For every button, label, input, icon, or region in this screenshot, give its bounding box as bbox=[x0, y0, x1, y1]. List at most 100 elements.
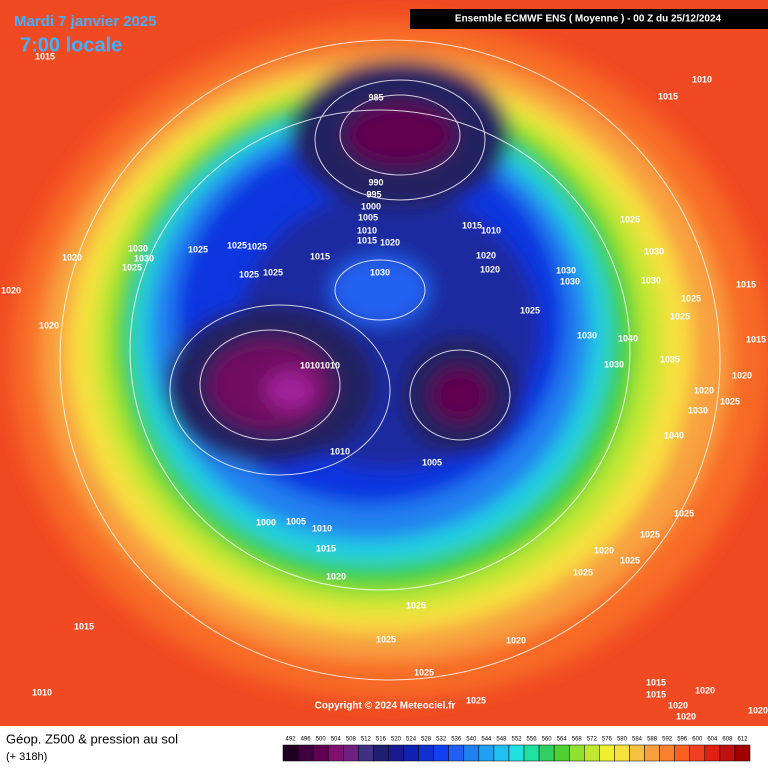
isobar-label: 1020 bbox=[506, 635, 526, 645]
isobar-label: 1020 bbox=[380, 237, 400, 247]
isobar-label: 1020 bbox=[594, 545, 614, 555]
footer-lead: (+ 318h) bbox=[6, 751, 47, 763]
colorbar-label: 528 bbox=[421, 737, 432, 743]
isobar-label: 1030 bbox=[577, 330, 597, 340]
colorbar-swatch bbox=[493, 744, 510, 762]
isobar-label: 1005 bbox=[422, 457, 442, 467]
colorbar-label: 568 bbox=[572, 737, 583, 743]
isobar-label: 1025 bbox=[376, 634, 396, 644]
isobar-label: 1025 bbox=[122, 262, 142, 272]
colorbar-swatch bbox=[373, 744, 389, 762]
isobar-label: 1025 bbox=[414, 667, 434, 677]
isobar-label: 1015 bbox=[357, 235, 377, 245]
isobar-label: 1015 bbox=[646, 677, 666, 687]
isobar-label: 1020 bbox=[62, 252, 82, 262]
colorbar-swatch bbox=[508, 744, 525, 762]
colorbar-label: 596 bbox=[677, 737, 688, 743]
isobar-label: 1010 bbox=[300, 360, 320, 370]
isobar-label: 1015 bbox=[462, 220, 482, 230]
isobar-label: 1010 bbox=[320, 360, 340, 370]
colorbar-swatch bbox=[704, 744, 721, 762]
colorbar-swatch bbox=[644, 744, 660, 762]
colorbar-swatch bbox=[689, 744, 706, 762]
isobar-label: 1020 bbox=[480, 264, 500, 274]
colorbar-label: 492 bbox=[286, 737, 297, 743]
colorbar-label: 576 bbox=[602, 737, 613, 743]
isobar-label: 1020 bbox=[694, 385, 714, 395]
colorbar-swatch bbox=[418, 744, 434, 762]
colorbar-swatch bbox=[433, 744, 449, 762]
colorbar-label: 584 bbox=[632, 737, 643, 743]
isobar-label: 1025 bbox=[188, 244, 208, 254]
isobar-label: 1025 bbox=[681, 293, 701, 303]
isobar-label: 1025 bbox=[520, 305, 540, 315]
isobar-label: 1015 bbox=[310, 251, 330, 261]
isobar-label: 1010 bbox=[481, 225, 501, 235]
colorbar-swatch bbox=[448, 744, 465, 762]
isobar-label: 1025 bbox=[466, 695, 486, 705]
isobar-label: 990 bbox=[368, 177, 383, 187]
colorbar-label: 496 bbox=[301, 737, 312, 743]
colorbar-label: 552 bbox=[511, 737, 522, 743]
isobar-label: 1025 bbox=[406, 600, 426, 610]
colorbar-label: 532 bbox=[436, 737, 447, 743]
isobar-label: 1005 bbox=[358, 212, 378, 222]
isobar-label: 1020 bbox=[326, 571, 346, 581]
colorbar-label: 600 bbox=[692, 737, 703, 743]
colorbar-swatch bbox=[599, 744, 615, 762]
colorbar-swatch bbox=[403, 744, 419, 762]
footer-title: Géop. Z500 & pression au sol bbox=[6, 731, 178, 746]
forecast-time: 7:00 locale bbox=[20, 34, 122, 56]
colorbar-swatch bbox=[553, 744, 570, 762]
isobar-label: 1035 bbox=[660, 354, 680, 364]
colorbar-label: 504 bbox=[331, 737, 342, 743]
isobar-label: 1025 bbox=[227, 240, 247, 250]
colorbar-label: 572 bbox=[587, 737, 598, 743]
colorbar-swatch bbox=[719, 744, 736, 762]
isobar-label: 1030 bbox=[641, 275, 661, 285]
colorbar-swatch bbox=[297, 744, 314, 762]
colorbar-swatch bbox=[358, 744, 374, 762]
isobar-label: 1030 bbox=[134, 253, 154, 263]
isobar-label: 1030 bbox=[688, 405, 708, 415]
colorbar-label: 612 bbox=[737, 737, 748, 743]
colorbar-swatch bbox=[584, 744, 600, 762]
isobar-label: 1010 bbox=[330, 446, 350, 456]
colorbar-label: 536 bbox=[451, 737, 462, 743]
colorbar-swatch bbox=[327, 744, 344, 762]
isobar-label: 1025 bbox=[674, 508, 694, 518]
isobar-label: 1015 bbox=[736, 279, 756, 289]
colorbar-label: 516 bbox=[376, 737, 387, 743]
colorbar-swatch bbox=[282, 744, 299, 762]
colorbar-label: 556 bbox=[527, 737, 538, 743]
isobar-label: 1020 bbox=[732, 370, 752, 380]
isobar-label: 1020 bbox=[1, 285, 21, 295]
forecast-date: Mardi 7 janvier 2025 bbox=[14, 13, 157, 30]
colorbar-label: 560 bbox=[542, 737, 553, 743]
isobar-label: 1010 bbox=[312, 523, 332, 533]
isobar-label: 1000 bbox=[256, 517, 276, 527]
isobar-label: 995 bbox=[366, 189, 381, 199]
colorbar-label: 500 bbox=[316, 737, 327, 743]
isobar-label: 1020 bbox=[676, 711, 696, 721]
colorbar-label: 508 bbox=[346, 737, 357, 743]
colorbar-label: 548 bbox=[496, 737, 507, 743]
isobar-label: 1020 bbox=[748, 705, 768, 715]
colorbar-label: 604 bbox=[707, 737, 718, 743]
isobar-label: 1020 bbox=[476, 250, 496, 260]
isobar-label: 985 bbox=[368, 92, 383, 102]
isobar-label: 1010 bbox=[692, 74, 712, 84]
colorbar-label: 520 bbox=[391, 737, 402, 743]
colorbar-swatch bbox=[674, 744, 690, 762]
colorbar-label: 512 bbox=[361, 737, 372, 743]
colorbar-swatch bbox=[478, 744, 495, 762]
isobar-label: 1040 bbox=[664, 430, 684, 440]
colorbar-label: 540 bbox=[466, 737, 477, 743]
isobar-label: 1025 bbox=[670, 311, 690, 321]
colorbar-swatch bbox=[614, 744, 630, 762]
isobar-label: 1020 bbox=[695, 685, 715, 695]
isobar-label: 1030 bbox=[370, 267, 390, 277]
colorbar-swatch bbox=[659, 744, 675, 762]
